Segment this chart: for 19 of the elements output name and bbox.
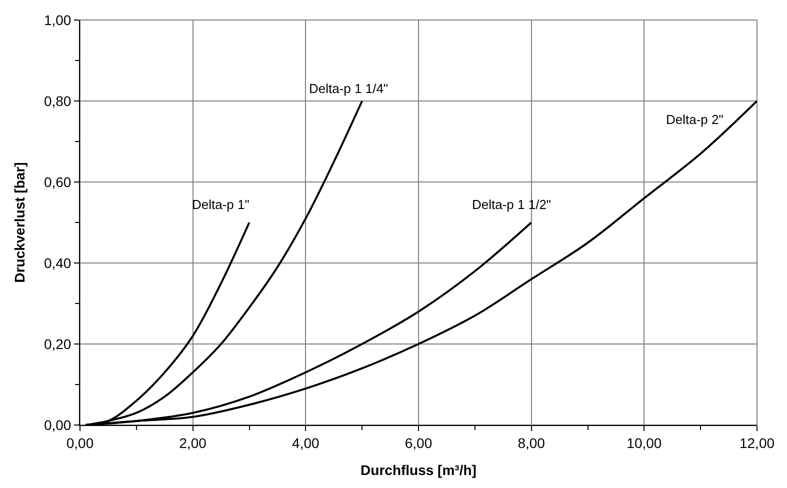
x-tick-label: 0,00 bbox=[66, 434, 94, 451]
y-tick-label: 0,60 bbox=[44, 174, 72, 190]
x-tick-label: 10,00 bbox=[626, 434, 662, 451]
series-label: Delta-p 1 1/2" bbox=[472, 197, 552, 212]
x-tick-label: 4,00 bbox=[292, 434, 320, 451]
x-axis-title: Durchfluss [m³/h] bbox=[360, 462, 476, 478]
series-label: Delta-p 1 1/4" bbox=[309, 81, 388, 96]
y-tick-label: 0,40 bbox=[44, 254, 72, 271]
series-label: Delta-p 1" bbox=[192, 197, 250, 212]
series-label: Delta-p 2" bbox=[666, 112, 724, 127]
x-tick-label: 8,00 bbox=[518, 434, 546, 451]
x-tick-label: 6,00 bbox=[404, 434, 432, 451]
y-tick-label: 0,20 bbox=[44, 336, 72, 352]
y-tick-label: 1,00 bbox=[44, 12, 72, 28]
y-tick-label: 0,00 bbox=[44, 416, 72, 433]
x-tick-label: 12,00 bbox=[739, 434, 775, 451]
y-tick-label: 0,80 bbox=[44, 92, 72, 109]
y-axis-title: Druckverlust [bar] bbox=[12, 162, 28, 283]
x-tick-label: 2,00 bbox=[179, 434, 207, 451]
